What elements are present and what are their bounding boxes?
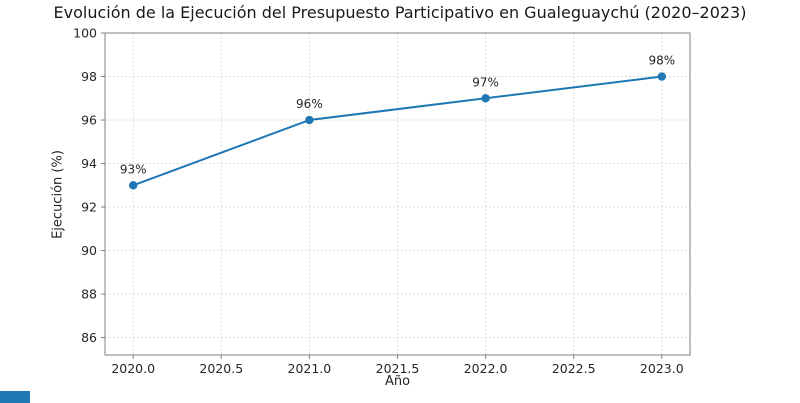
x-tick-label: 2020.0 <box>111 361 155 376</box>
x-tick-label: 2021.5 <box>376 361 420 376</box>
data-line <box>132 75 663 187</box>
data-point <box>128 181 138 190</box>
x-tick-label: 2022.5 <box>552 361 596 376</box>
y-tick-label: 86 <box>81 330 97 345</box>
x-axis-label: Año <box>384 374 411 389</box>
y-tick-label: 92 <box>81 200 97 215</box>
y-axis-label: Ejecución (%) <box>50 150 66 239</box>
y-tick-label: 90 <box>81 243 97 258</box>
point-value-label: 98% <box>648 54 675 68</box>
y-tick-label: 88 <box>81 287 97 302</box>
x-tick-label: 2023.0 <box>640 361 684 376</box>
data-point <box>481 94 490 103</box>
bottom-left-blue-bar <box>0 391 30 403</box>
x-tick-label: 2022.0 <box>464 361 508 376</box>
y-tick-label: 98 <box>81 69 97 84</box>
y-tick-label: 94 <box>81 156 97 171</box>
point-value-label: 93% <box>120 162 147 176</box>
data-point <box>305 115 314 125</box>
chart-title: Evolución de la Ejecución del Presupuest… <box>53 3 747 22</box>
data-point <box>657 72 667 81</box>
point-value-label: 97% <box>472 75 499 89</box>
y-tick-label: 100 <box>73 26 97 41</box>
y-tick-label: 96 <box>81 113 97 128</box>
point-value-label: 96% <box>296 97 323 111</box>
x-tick-label: 2020.5 <box>199 361 243 376</box>
x-tick-label: 2021.0 <box>288 361 332 376</box>
